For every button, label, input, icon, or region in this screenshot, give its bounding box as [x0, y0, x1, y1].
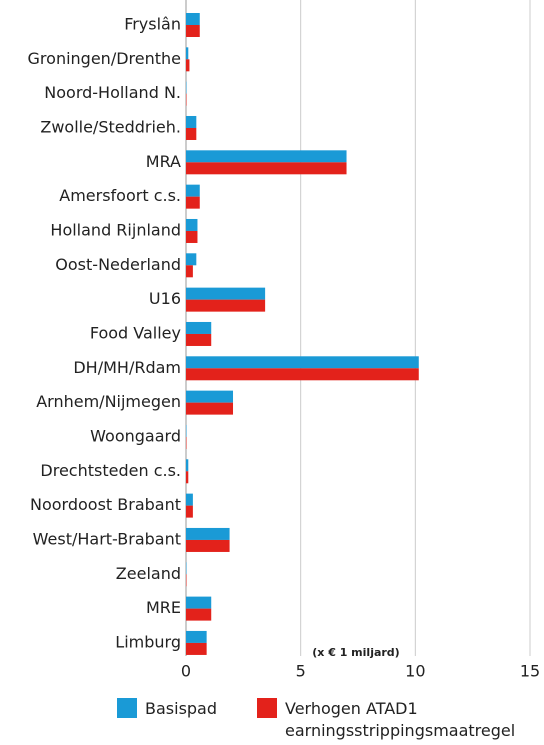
- bar: [186, 642, 207, 655]
- legend-item: Verhogen ATAD1 earningsstrippingsmaatreg…: [257, 698, 537, 742]
- x-tick-label: 10: [405, 662, 425, 681]
- bar: [186, 299, 266, 312]
- x-tick-label: 15: [520, 662, 540, 681]
- y-tick-label: Holland Rijnland: [50, 220, 181, 239]
- bar: [186, 368, 419, 381]
- bar: [186, 596, 212, 609]
- bar: [186, 287, 266, 300]
- y-tick-label: West/Hart-Brabant: [33, 529, 181, 548]
- bar: [186, 59, 190, 72]
- bar: [186, 162, 347, 175]
- legend-swatch: [117, 698, 137, 718]
- bar: [186, 321, 212, 334]
- bar: [186, 333, 212, 346]
- y-tick-label: Woongaard: [90, 426, 181, 445]
- bar: [186, 218, 198, 231]
- x-tick-label: 5: [296, 662, 306, 681]
- bar: [186, 184, 200, 197]
- bar: [186, 505, 193, 518]
- bar: [186, 356, 419, 369]
- y-tick-label: Fryslân: [124, 15, 181, 34]
- bar: [186, 630, 207, 643]
- bar: [186, 471, 189, 484]
- y-tick-label: Limburg: [115, 632, 181, 651]
- y-tick-label: Zwolle/Steddrieh.: [40, 117, 181, 136]
- unit-note: (x € 1 miljard): [312, 646, 399, 659]
- y-tick-label: Noordoost Brabant: [30, 495, 181, 514]
- chart: (x € 1 miljard) 0 5 10 15 Fryslân Groningen/D…: [28, 0, 540, 681]
- y-tick-label: Groningen/Drenthe: [28, 49, 181, 68]
- bar: [186, 253, 197, 266]
- bar: [186, 459, 189, 472]
- bar: [186, 196, 200, 209]
- y-tick-label: Oost-Nederland: [55, 255, 181, 274]
- y-tick-label: Drechtsteden c.s.: [40, 461, 181, 480]
- y-tick-label: Food Valley: [90, 323, 181, 342]
- bar: [186, 47, 189, 60]
- legend-item: Basispad: [117, 698, 247, 720]
- legend-label: Verhogen ATAD1 earningsstrippingsmaatreg…: [285, 699, 516, 740]
- bar: [186, 608, 212, 621]
- y-tick-label: Arnhem/Nijmegen: [36, 392, 181, 411]
- bar: [186, 230, 198, 243]
- bar: [186, 13, 200, 25]
- bar: [186, 127, 197, 140]
- bar: [186, 390, 234, 403]
- y-tick-label: DH/MH/Rdam: [73, 358, 181, 377]
- bar: [186, 265, 193, 278]
- legend-swatch: [257, 698, 277, 718]
- y-tick-label: MRA: [146, 152, 181, 171]
- y-tick-label: U16: [149, 289, 181, 308]
- y-tick-label: MRE: [146, 598, 181, 617]
- y-tick-label: Amersfoort c.s.: [59, 186, 181, 205]
- bar: [186, 493, 193, 506]
- x-tick-label: 0: [181, 662, 191, 681]
- bar: [186, 150, 347, 163]
- legend-label: Basispad: [145, 699, 218, 718]
- bar: [186, 402, 234, 415]
- bar: [186, 25, 200, 37]
- bar: [186, 539, 230, 552]
- y-tick-label: Zeeland: [116, 564, 181, 583]
- y-tick-label: Noord-Holland N.: [44, 83, 181, 102]
- bar: [186, 527, 230, 540]
- bar: [186, 115, 197, 128]
